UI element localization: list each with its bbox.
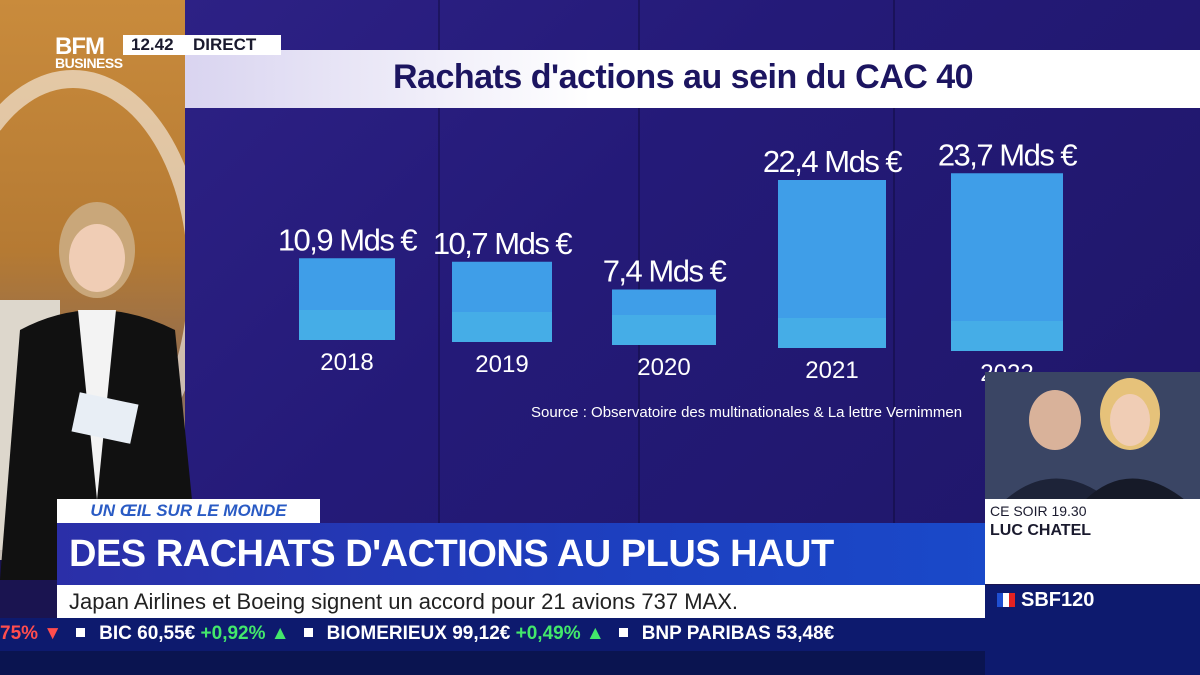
stock-value: 60,55€ [137,623,201,644]
chart-title-band [185,50,1200,108]
stock-ticker: 75% ▼ BIC 60,55€ +0,92% ▲ BIOMERIEUX 99,12… [0,618,985,651]
stock-value: 99,12€ [452,623,516,644]
clock-time: 12.42 [131,35,174,54]
ticker-text: Japan Airlines et Boeing signent un acco… [69,589,738,614]
channel-logo: BFM BUSINESS [55,33,123,73]
stock-name: BIOMERIEUX [326,623,453,644]
stock-name: BIC [99,623,138,644]
live-clock: 12.42 DIRECT [123,35,281,55]
upcoming-time: CE SOIR 19.30 [990,503,1087,519]
bar-highlight [951,321,1063,351]
bar-rect [778,180,886,348]
ticker-separator-icon [618,628,628,638]
logo-top: BFM [55,33,105,60]
bar-rect [951,173,1063,351]
chart-source: Source : Observatoire des multinationale… [531,404,963,421]
bar-highlight [612,315,716,345]
category-label: 2018 [320,349,373,376]
headline-banner: DES RACHATS D'ACTIONS AU PLUS HAUT [57,523,985,585]
bar-rect [612,289,716,345]
index-name: SBF120 [1021,589,1095,611]
upcoming-guest: LUC CHATEL [990,522,1092,539]
stock-change: +0,92% ▲ [200,623,290,644]
stock-change: 75% ▼ [0,623,63,644]
bar-highlight [778,318,886,348]
bar-rect [299,258,395,340]
index-box: SBF120 [985,585,1200,675]
bar-value-label: 10,7 Mds € [433,226,573,261]
bar-value-label: 22,4 Mds € [763,144,903,179]
category-label: 2021 [805,357,858,384]
bar-2019: 10,7 Mds € 2019 [433,226,574,378]
category-label: 2019 [475,351,528,378]
video-wall-seam [893,0,895,560]
stock-ticker-row: 75% ▼ BIC 60,55€ +0,92% ▲ BIOMERIEUX 99,12… [0,623,834,645]
stock-name: BNP PARIBAS [641,623,777,644]
bottom-strip [0,651,985,675]
bar-rect [452,261,552,342]
stock-item: BIC 60,55€ +0,92% ▲ [99,623,289,644]
bar-value-label: 10,9 Mds € [278,222,418,257]
segment-rubric: UN ŒIL SUR LE MONDE [57,499,320,523]
live-label: DIRECT [193,35,257,54]
bar-value-label: 7,4 Mds € [603,254,727,289]
headline: DES RACHATS D'ACTIONS AU PLUS HAUT [69,533,834,575]
stock-item: BIOMERIEUX 99,12€ +0,49% ▲ [327,623,605,644]
bar-highlight [452,312,552,342]
french-flag-icon [997,593,1015,607]
stock-value: 53,48€ [776,623,835,644]
ticker-separator-icon [76,628,86,638]
chart-title: Rachats d'actions au sein du CAC 40 [393,58,974,96]
category-label: 2020 [637,354,690,381]
stock-change: +0,49% ▲ [515,623,605,644]
news-ticker: Japan Airlines et Boeing signent un acco… [57,585,985,618]
upcoming-show-box: CE SOIR 19.30 LUC CHATEL [985,499,1200,584]
bar-2020: 7,4 Mds € 2020 [603,254,728,382]
ticker-separator-icon [303,628,313,638]
video-wall-seam [438,0,440,560]
guest-video-inset [985,372,1200,500]
stock-item: BNP PARIBAS 53,48€ [642,623,835,644]
logo-bottom: BUSINESS [55,55,123,71]
bar-2021: 22,4 Mds € 2021 [763,144,904,384]
video-wall-seam [638,0,640,560]
bar-highlight [299,310,395,340]
bar-2018: 10,9 Mds € 2018 [278,222,419,376]
bar-value-label: 23,7 Mds € [938,137,1078,172]
stock-item: 75% ▼ [0,623,62,644]
